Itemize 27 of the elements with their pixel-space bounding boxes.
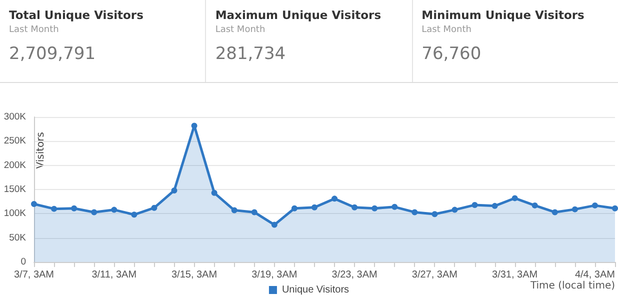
y-tick-label: 50K	[9, 232, 27, 244]
y-tick-label: 200K	[4, 160, 27, 171]
y-tick-label: 0	[20, 256, 26, 268]
x-tick-label: 3/27, 3AM	[412, 270, 458, 280]
text: Last Month	[9, 25, 60, 35]
x-tick-label: 3/23, 3AM	[332, 270, 378, 280]
x-tick-label: 3/19, 3AM	[252, 270, 298, 280]
y-tick-label: 100K	[4, 208, 27, 220]
x-tick-label: 3/31, 3AM	[492, 270, 538, 280]
text: Last Month	[422, 25, 472, 35]
text: 281,734	[215, 44, 287, 64]
y-axis-title: Visitors	[36, 132, 46, 169]
y-tick-label: 300K	[4, 112, 27, 122]
text: 76,760	[422, 44, 482, 64]
x-tick-label: 3/15, 3AM	[171, 270, 218, 280]
x-tick-label: 4/4, 3AM	[574, 270, 615, 280]
y-tick-label: 250K	[4, 136, 27, 147]
text: 2,709,791	[9, 44, 97, 64]
legend-label: Unique Visitors	[282, 284, 350, 296]
x-tick-label: 3/11, 3AM	[92, 270, 137, 280]
text: Last Month	[215, 25, 266, 35]
x-axis-title: Time (local time)	[529, 280, 616, 292]
x-tick-label: 3/7, 3AM	[14, 270, 54, 280]
text: Total Unique Visitors	[9, 8, 144, 22]
text: Minimum Unique Visitors	[422, 8, 586, 22]
text: Maximum Unique Visitors	[215, 8, 382, 22]
y-tick-label: 150K	[4, 184, 27, 195]
